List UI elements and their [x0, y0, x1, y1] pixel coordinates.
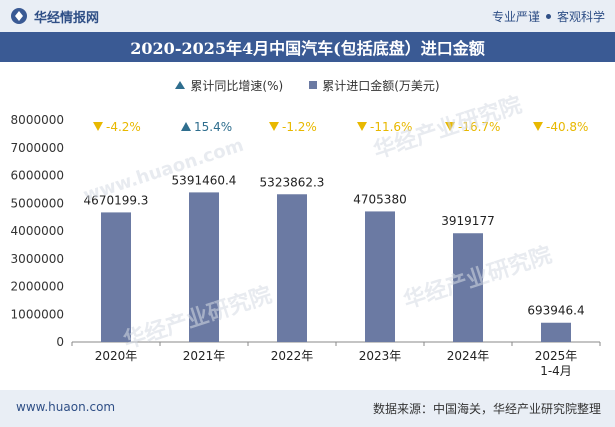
legend-growth: 累计同比增速(%)	[175, 76, 283, 94]
y-tick-label: 6000000	[11, 169, 64, 183]
square-icon	[309, 81, 318, 89]
bar-value-label: 693946.4	[527, 304, 584, 318]
slogan-part-1: 专业严谨	[491, 10, 540, 24]
x-tick-label: 2025年	[535, 349, 578, 363]
x-tick-label: 2024年	[447, 349, 490, 363]
legend-amount: 累计进口金额(万美元)	[309, 76, 440, 94]
slogan: 专业严谨 客观科学	[492, 8, 605, 25]
growth-value-label: -11.6%	[370, 120, 412, 134]
brand-name: 华经情报网	[34, 10, 100, 26]
bar	[541, 322, 571, 342]
y-tick-label: 8000000	[11, 113, 64, 127]
bar	[453, 233, 483, 342]
bar	[365, 211, 395, 342]
growth-value-label: -1.2%	[282, 120, 317, 134]
bar-value-label: 5391460.4	[172, 173, 237, 187]
top-bar: 华经情报网 专业严谨 客观科学	[0, 0, 615, 32]
bar	[101, 212, 131, 342]
bar-value-label: 4705380	[353, 192, 406, 206]
x-tick-label: 2020年	[95, 349, 138, 363]
y-tick-label: 5000000	[11, 196, 64, 210]
bar	[189, 192, 219, 342]
y-tick-label: 4000000	[11, 224, 64, 238]
bar-value-label: 5323862.3	[260, 175, 325, 189]
x-tick-label: 2023年	[359, 349, 402, 363]
growth-down-marker	[533, 122, 543, 131]
growth-value-label: -16.7%	[458, 120, 500, 134]
bar-value-label: 4670199.3	[84, 193, 149, 207]
growth-down-marker	[445, 122, 455, 131]
x-tick-label: 2021年	[183, 349, 226, 363]
y-tick-label: 1000000	[11, 307, 64, 321]
y-tick-label: 0	[56, 335, 64, 349]
footer-source: 数据来源：中国海关，华经产业研究院整理	[372, 402, 601, 416]
chart-title: 2020-2025年4月中国汽车(包括底盘）进口金额	[0, 32, 615, 62]
y-tick-label: 7000000	[11, 141, 64, 155]
growth-value-label: -40.8%	[546, 120, 588, 134]
legend-amount-label: 累计进口金额(万美元)	[322, 78, 440, 93]
growth-value-label: 15.4%	[194, 120, 232, 134]
slogan-dot-icon	[545, 14, 551, 19]
x-tick-label: 2022年	[271, 349, 314, 363]
growth-up-marker	[181, 122, 191, 131]
growth-value-label: -4.2%	[106, 120, 141, 134]
growth-down-marker	[269, 122, 279, 131]
slogan-part-2: 客观科学	[556, 10, 605, 24]
footer: www.huaon.com 数据来源：中国海关，华经产业研究院整理	[0, 390, 615, 427]
y-tick-label: 2000000	[11, 280, 64, 294]
legend: 累计同比增速(%) 累计进口金额(万美元)	[0, 76, 615, 94]
bar-value-label: 3919177	[441, 214, 494, 228]
growth-down-marker	[357, 122, 367, 131]
triangle-up-icon	[175, 81, 186, 89]
y-tick-label: 3000000	[11, 252, 64, 266]
brand: 华经情报网	[10, 7, 100, 26]
brand-logo-icon	[11, 8, 27, 24]
footer-website: www.huaon.com	[16, 400, 116, 414]
bar	[277, 194, 307, 342]
legend-growth-label: 累计同比增速(%)	[190, 78, 284, 93]
growth-down-marker	[93, 122, 103, 131]
bar-chart: 0 1000000 2000000 3000000 4000000 5000000 6000…	[11, 113, 601, 378]
x-tick-label: 1-4月	[540, 364, 572, 378]
